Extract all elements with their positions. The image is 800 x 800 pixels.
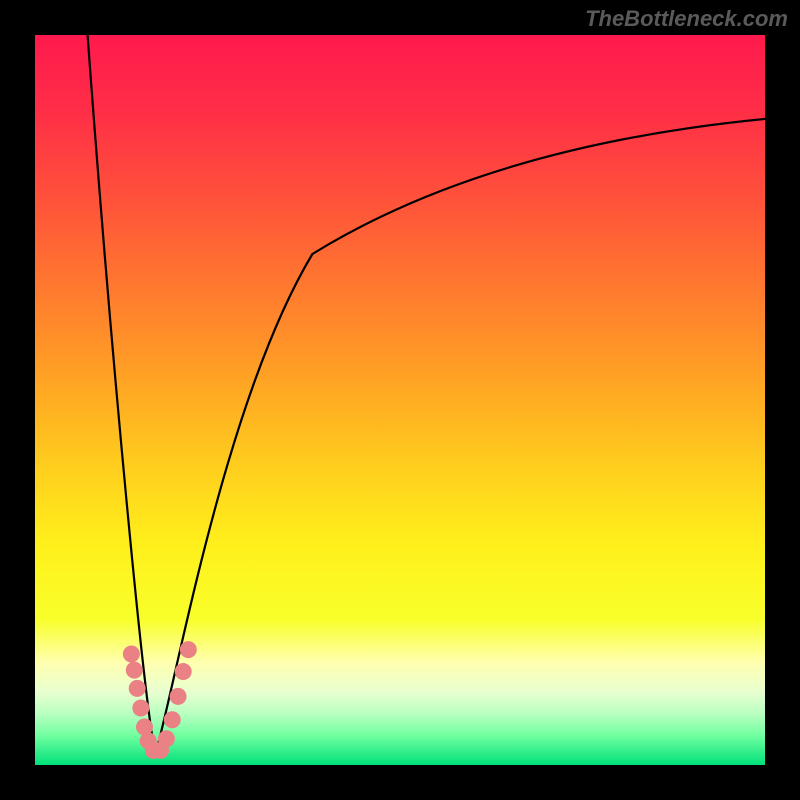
data-marker <box>164 711 181 728</box>
data-marker <box>180 641 197 658</box>
data-marker <box>129 680 146 697</box>
data-marker <box>126 662 143 679</box>
watermark-text: TheBottleneck.com <box>585 6 788 32</box>
data-marker <box>132 700 149 717</box>
data-marker <box>170 688 187 705</box>
data-marker <box>158 730 175 747</box>
chart-container: TheBottleneck.com <box>0 0 800 800</box>
data-marker <box>123 646 140 663</box>
plot-area <box>35 35 765 765</box>
data-marker <box>175 663 192 680</box>
bottleneck-curve-layer <box>35 35 765 765</box>
